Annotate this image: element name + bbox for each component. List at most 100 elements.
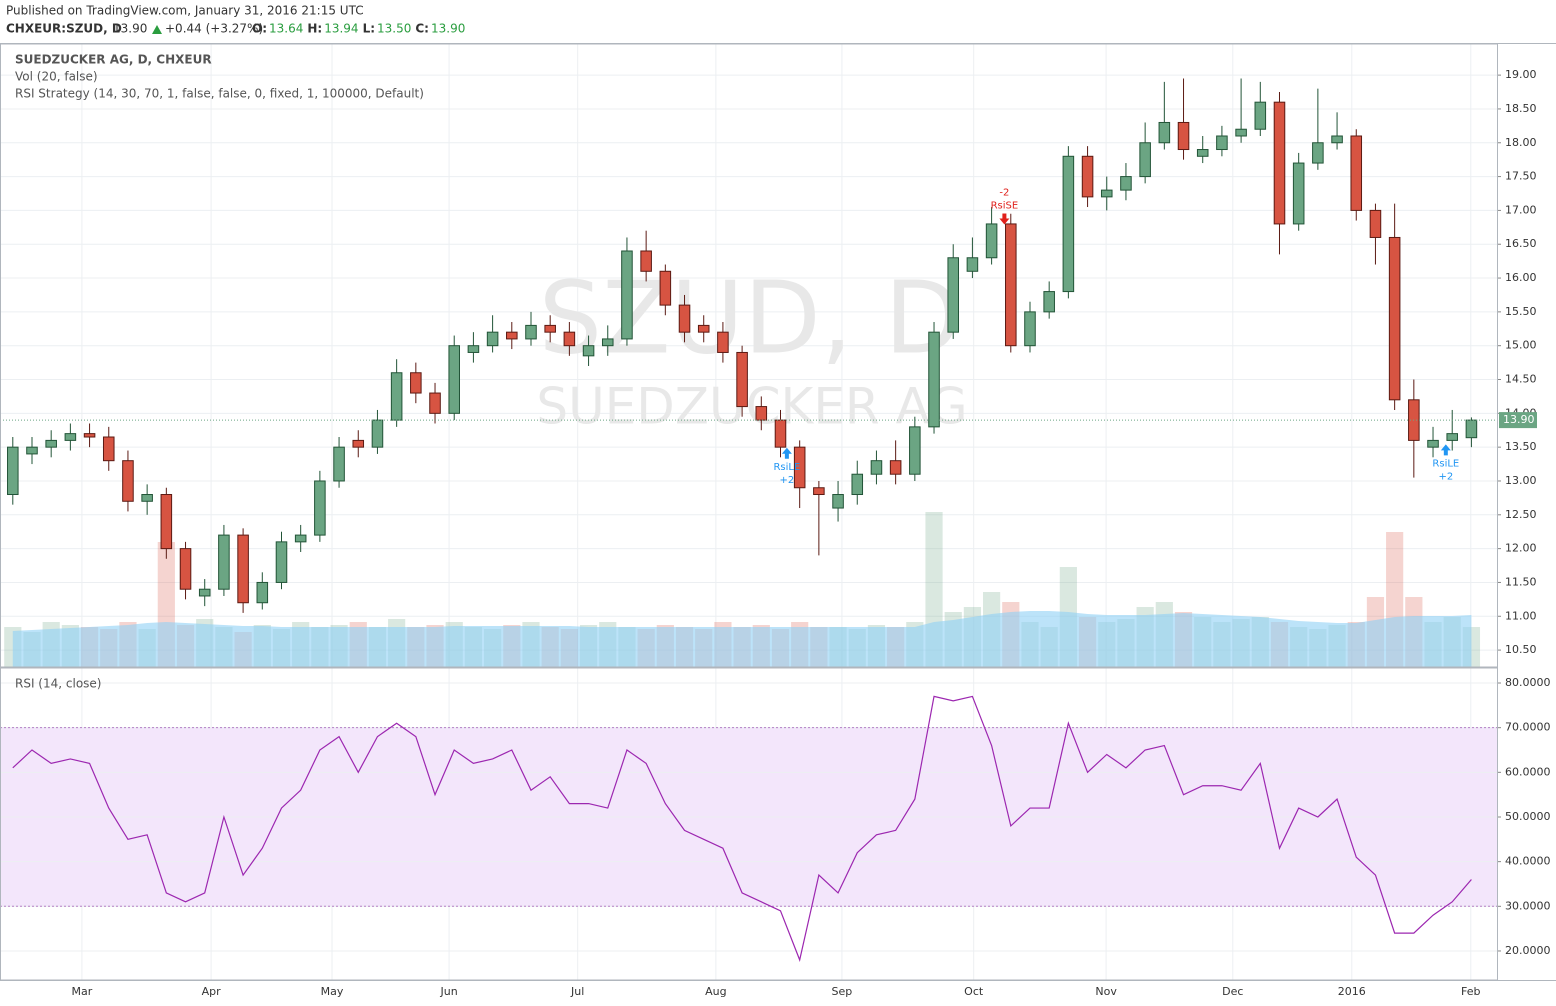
candle-body xyxy=(179,548,192,590)
chart-title: SUEDZUCKER AG, D, CHXEUR xyxy=(15,53,212,67)
candle-body xyxy=(1446,433,1458,441)
candle-body xyxy=(1331,135,1343,144)
candle-body xyxy=(582,345,595,357)
candle-body xyxy=(1292,162,1305,225)
candle-body xyxy=(486,331,499,347)
candle-body xyxy=(870,460,883,475)
y-tick-label: 14.50 xyxy=(1505,373,1537,386)
y-tick-label: 15.50 xyxy=(1505,305,1537,318)
watermark: SZUD, D xyxy=(539,259,962,376)
signal-arrow xyxy=(1440,444,1451,456)
candle-body xyxy=(947,257,959,333)
published: Published on TradingView.com, January 31… xyxy=(6,4,364,18)
candle-body xyxy=(1005,223,1017,347)
candle-body xyxy=(275,541,288,583)
candle-body xyxy=(1024,311,1036,347)
x-tick-label: Aug xyxy=(705,985,726,998)
candle-body xyxy=(467,345,480,353)
y-tick-label: 40.0000 xyxy=(1505,855,1551,868)
signal-label: RsiSE xyxy=(991,201,1019,212)
rsi-title: RSI (14, close) xyxy=(15,677,101,691)
ohlc-value: 13.50 xyxy=(377,22,411,36)
candle-body xyxy=(1158,121,1171,144)
last-price-box xyxy=(1499,412,1537,429)
candle-body xyxy=(83,433,96,438)
candle-body xyxy=(7,446,19,496)
y-tick-label: 18.00 xyxy=(1505,136,1537,149)
x-tick-label: Dec xyxy=(1222,985,1243,998)
x-tick-label: Feb xyxy=(1461,985,1480,998)
candle-body xyxy=(1139,142,1151,178)
candle-body xyxy=(1312,142,1324,164)
signal-arrow xyxy=(781,447,792,459)
candle-body xyxy=(985,223,998,259)
y-tick-label: 30.0000 xyxy=(1505,899,1551,912)
candle-body xyxy=(448,345,460,414)
y-tick-label: 17.50 xyxy=(1505,170,1537,183)
candle-body xyxy=(563,331,576,347)
x-tick-label: Apr xyxy=(202,985,222,998)
signal-label: RsiLE xyxy=(1432,458,1459,469)
candle-body xyxy=(774,419,787,448)
candle-body xyxy=(1427,439,1439,448)
candle-body xyxy=(717,331,729,353)
candle-body xyxy=(909,426,921,475)
last: 13.90 xyxy=(113,22,147,36)
symbol: CHXEUR:SZUD, D xyxy=(6,22,122,36)
candle-body xyxy=(1120,176,1132,191)
candle-body xyxy=(390,372,403,421)
y-tick-label: 15.00 xyxy=(1505,339,1537,352)
indicator-label: RSI Strategy (14, 30, 70, 1, false, fals… xyxy=(15,87,424,101)
candle-body xyxy=(256,581,269,604)
signal-qty: -2 xyxy=(999,188,1009,199)
rsi-line xyxy=(12,695,1472,962)
ohlc-label: L: xyxy=(363,22,375,36)
candle-body xyxy=(525,324,537,340)
candle-body xyxy=(26,446,38,455)
candle-body xyxy=(1196,149,1209,157)
x-tick-label: Sep xyxy=(832,985,853,998)
y-tick-label: 16.00 xyxy=(1505,271,1537,284)
change: +0.44 (+3.27%) xyxy=(165,22,263,36)
candle-body xyxy=(697,324,710,333)
candle-body xyxy=(506,331,518,340)
candle-body xyxy=(621,250,633,340)
candle-body xyxy=(889,460,902,475)
candle-body xyxy=(1100,189,1113,198)
candle-body xyxy=(102,436,115,462)
x-tick-label: Jul xyxy=(570,985,584,998)
candle-body xyxy=(1273,101,1286,225)
x-tick-label: Oct xyxy=(964,985,984,998)
signal-qty: +2 xyxy=(780,475,795,486)
signal-arrow xyxy=(999,213,1010,225)
candle-body xyxy=(1081,155,1094,198)
y-tick-label: 13.00 xyxy=(1505,474,1537,487)
ohlc-label: H: xyxy=(307,22,322,36)
y-tick-label: 11.50 xyxy=(1505,575,1537,588)
candle-body xyxy=(1062,155,1075,293)
indicator-label: Vol (20, false) xyxy=(15,70,98,84)
y-tick-label: 12.50 xyxy=(1505,508,1537,521)
y-tick-label: 70.0000 xyxy=(1505,721,1551,734)
ohlc-label: O: xyxy=(252,22,267,36)
candle-body xyxy=(237,534,249,604)
up-triangle xyxy=(152,25,162,34)
candle-body xyxy=(1216,135,1228,151)
candle-body xyxy=(122,460,134,502)
candle-body xyxy=(352,439,365,448)
y-tick-label: 17.00 xyxy=(1505,203,1537,216)
x-tick-label: May xyxy=(321,985,344,998)
candle-body xyxy=(678,304,691,333)
candle-body xyxy=(1388,236,1401,401)
ohlc-value: 13.64 xyxy=(269,22,303,36)
x-tick-label: Nov xyxy=(1095,985,1117,998)
candle-body xyxy=(736,351,748,408)
x-tick-label: Jun xyxy=(440,985,458,998)
y-tick-label: 80.0000 xyxy=(1505,676,1551,689)
candle-body xyxy=(1369,209,1382,238)
candle-body xyxy=(928,331,940,428)
candle-body xyxy=(601,338,614,347)
ohlc-label: C: xyxy=(415,22,429,36)
signal-qty: +2 xyxy=(1438,471,1453,482)
signal-label: RsiLE xyxy=(773,462,800,473)
